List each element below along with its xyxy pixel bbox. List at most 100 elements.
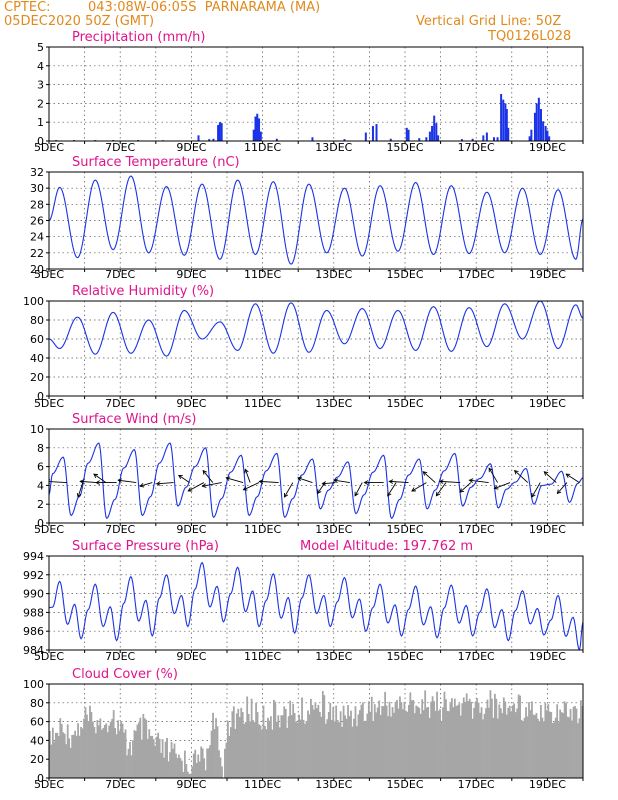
cloud-bar bbox=[81, 728, 84, 778]
cloud-bar bbox=[560, 712, 563, 778]
cloud-bar bbox=[249, 721, 252, 778]
wind-vector-shaft bbox=[188, 482, 205, 492]
wind-vector bbox=[363, 480, 384, 485]
cloud-bar bbox=[54, 732, 57, 778]
wind-vector bbox=[531, 482, 541, 498]
cloud-bar bbox=[519, 695, 521, 778]
cloud-bar bbox=[350, 710, 352, 778]
wind-vector-head bbox=[201, 483, 207, 488]
precip-bar bbox=[502, 99, 505, 141]
y-tick-label: 100 bbox=[23, 295, 44, 308]
wind-vector-shaft bbox=[297, 477, 313, 484]
wind-vector-head bbox=[225, 476, 231, 481]
cloud-bar bbox=[194, 749, 197, 778]
x-tick-label: 19DEC bbox=[529, 141, 566, 154]
y-tick-label: 990 bbox=[23, 588, 44, 601]
cloud-bar bbox=[553, 722, 556, 778]
cloud-bar bbox=[176, 757, 179, 778]
y-tick-label: 0 bbox=[37, 517, 44, 530]
y-tick-label: 10 bbox=[30, 423, 44, 436]
cloud-bar bbox=[550, 712, 553, 778]
cloud-bar bbox=[117, 720, 120, 778]
x-tick-label: 9DEC bbox=[176, 141, 206, 154]
y-tick-label: 986 bbox=[23, 625, 44, 638]
cloud-bar bbox=[84, 707, 87, 778]
cloud-bar bbox=[53, 741, 56, 778]
cloud-bar bbox=[75, 735, 78, 778]
cloud-bar bbox=[464, 701, 467, 778]
wind-vector-shaft bbox=[226, 477, 244, 484]
cloud-bar bbox=[287, 716, 290, 778]
cloud-bar bbox=[149, 735, 152, 778]
wind-vector-shaft bbox=[244, 469, 251, 483]
cloud-bar bbox=[262, 705, 265, 778]
wind-vector-head bbox=[556, 489, 562, 495]
cloud-bar bbox=[225, 742, 228, 778]
x-tick-label: 11DEC bbox=[244, 397, 281, 410]
cloud-bar bbox=[397, 708, 400, 778]
cloud-bar bbox=[317, 704, 320, 778]
cloud-bar bbox=[271, 729, 274, 778]
cloud-bar bbox=[259, 725, 262, 778]
cloud-bar bbox=[240, 707, 243, 778]
cloud-bar bbox=[124, 729, 127, 778]
cloud-bar bbox=[212, 712, 214, 778]
wind-vector bbox=[202, 469, 214, 483]
wind-vector-shaft bbox=[459, 482, 472, 493]
wind-vector bbox=[468, 478, 489, 484]
cloud-bar bbox=[103, 725, 106, 778]
cloud-bar bbox=[485, 708, 487, 778]
x-tick-label: 9DEC bbox=[176, 650, 206, 663]
cloud-bar bbox=[539, 704, 542, 778]
wind-vector-shaft bbox=[387, 482, 397, 497]
x-tick-label: 15DEC bbox=[386, 523, 423, 536]
cloud-bar bbox=[56, 732, 59, 778]
x-tick-label: 7DEC bbox=[105, 650, 135, 663]
cloud-bar bbox=[244, 722, 247, 778]
panel-rh: 0 20 40 60 80 100 5DEC 7DEC 9DEC 11DEC 13DEC 15DEC 1… bbox=[23, 284, 584, 410]
cloud-bar bbox=[92, 721, 94, 778]
cloud-bar bbox=[145, 719, 148, 778]
cloud-bar bbox=[419, 713, 422, 778]
cloud-bar bbox=[93, 726, 96, 778]
cloud-bar bbox=[86, 714, 88, 778]
cloud-bar bbox=[173, 743, 176, 778]
cloud-bar bbox=[140, 739, 143, 778]
y-tick-label: 994 bbox=[23, 550, 44, 563]
wind-vector-shaft bbox=[354, 482, 363, 496]
cloud-bar bbox=[373, 704, 376, 778]
cloud-bar bbox=[405, 710, 407, 778]
wind-vector-shaft bbox=[77, 482, 84, 498]
cloud-bar bbox=[458, 703, 461, 778]
cloud-bar bbox=[495, 698, 498, 778]
wind-vector-shaft bbox=[531, 482, 541, 498]
cloud-bar bbox=[439, 709, 441, 778]
cloud-bar bbox=[152, 739, 155, 778]
y-tick-label: 60 bbox=[30, 333, 44, 346]
cloud-bar bbox=[468, 698, 471, 778]
cloud-bar bbox=[118, 730, 121, 778]
wind-vector-head bbox=[317, 489, 322, 495]
precip-bar bbox=[535, 103, 538, 141]
cloud-bar bbox=[547, 704, 550, 778]
cloud-bar bbox=[241, 712, 244, 778]
x-tick-label: 13DEC bbox=[315, 397, 352, 410]
wind-vector bbox=[493, 482, 511, 490]
cloud-bar bbox=[571, 720, 573, 778]
cloud-bar bbox=[480, 707, 483, 778]
cloud-bar bbox=[399, 696, 401, 778]
wind-vector bbox=[283, 482, 294, 498]
wind-vector bbox=[244, 468, 251, 483]
wind-vector bbox=[422, 471, 436, 483]
cloud-bar bbox=[341, 726, 343, 778]
cloud-bar bbox=[513, 703, 516, 778]
y-tick-label: 20 bbox=[30, 753, 44, 766]
x-tick-label: 5DEC bbox=[34, 268, 64, 281]
wind-vector-head bbox=[468, 478, 474, 483]
precip-bar bbox=[546, 130, 549, 141]
cloud-bar bbox=[566, 716, 569, 778]
cloud-bar bbox=[256, 712, 259, 778]
cloud-bar bbox=[87, 721, 90, 778]
cloud-bar bbox=[102, 728, 105, 778]
y-tick-label: 26 bbox=[30, 215, 44, 228]
